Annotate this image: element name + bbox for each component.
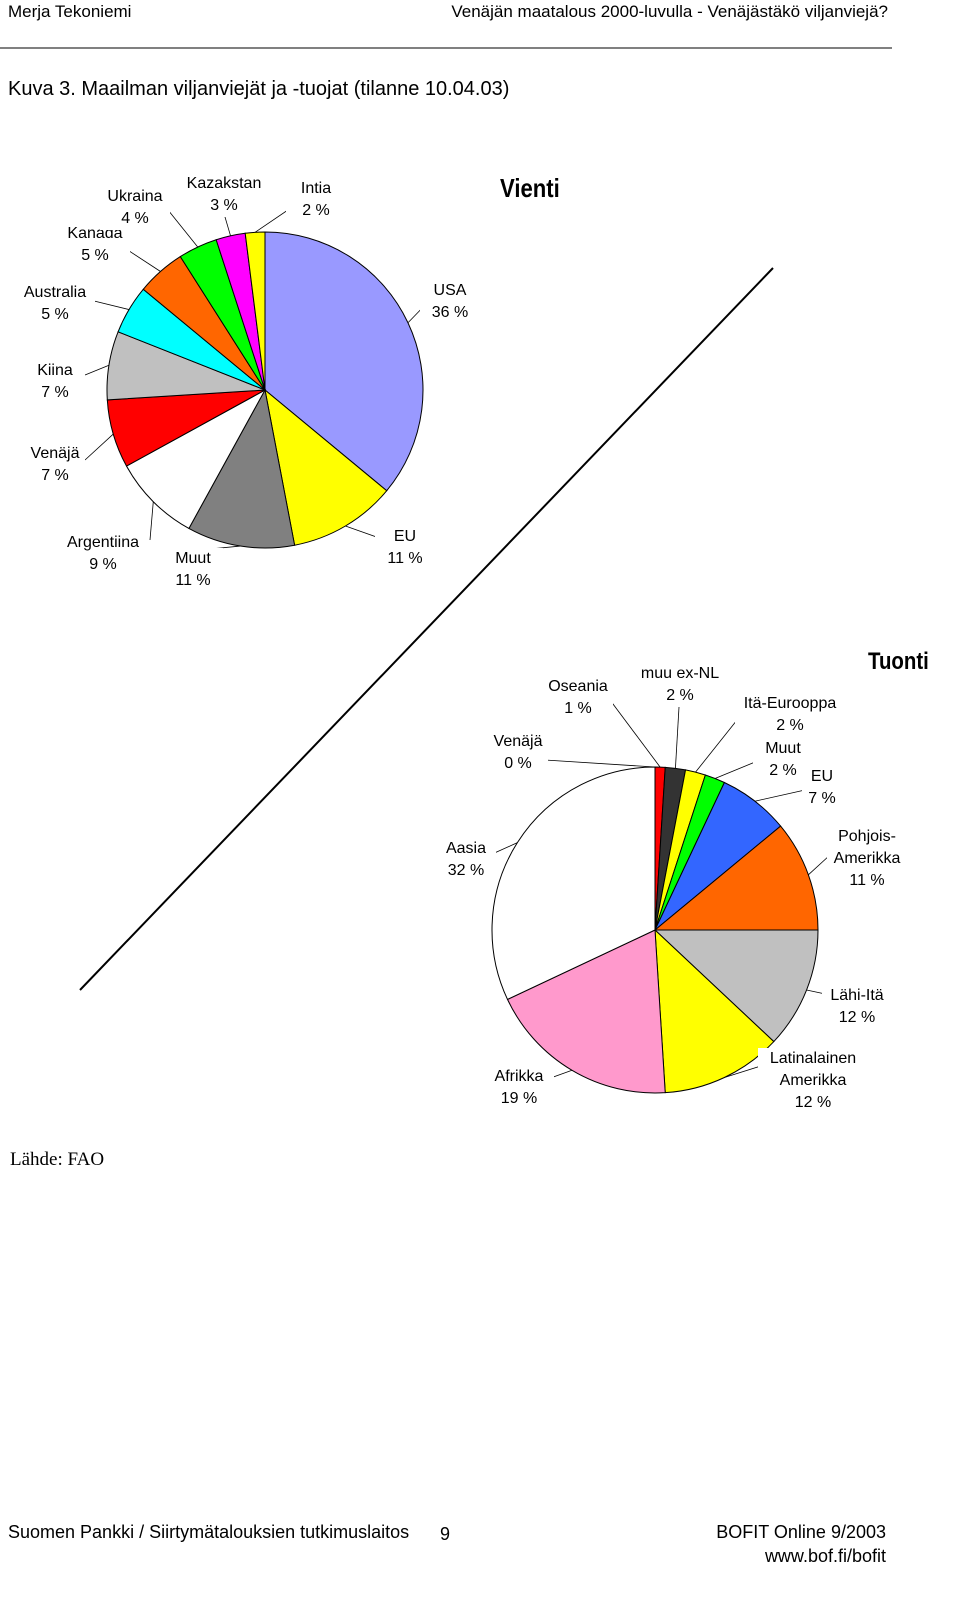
slice-label: Intia 2 %	[286, 178, 346, 222]
slice-value: 0 %	[504, 755, 532, 772]
slice-value: 7 %	[808, 790, 836, 807]
slice-category: Kazakstan	[186, 175, 262, 192]
leader-line	[754, 789, 806, 802]
slice-label: Kazakstan 3 %	[179, 173, 269, 217]
slice-category: Pohjois-Amerikka	[833, 828, 901, 867]
leader-line	[84, 433, 114, 461]
header-title: Venäjän maatalous 2000-luvulla - Venäjäs…	[451, 2, 888, 21]
slice-label: Afrikka 19 %	[484, 1066, 554, 1110]
pie-slice	[188, 388, 296, 549]
slice-label: Oseania 1 %	[543, 676, 613, 720]
slice-value: 12 %	[838, 1009, 876, 1026]
chart-title: Vienti	[500, 173, 560, 203]
pie-slice	[506, 929, 666, 1094]
slice-category: EU	[393, 528, 417, 545]
leader-line	[89, 299, 130, 310]
slice-value: 12 %	[794, 1094, 832, 1111]
slice-category: Argentiina	[66, 534, 140, 551]
footer-left: Suomen Pankki / Siirtymätalouksien tutki…	[8, 1522, 410, 1542]
slice-category: Kiina	[37, 362, 73, 379]
slice-category: muu ex-NL	[640, 665, 720, 682]
slice-value: 11 %	[849, 872, 885, 889]
pie-slice	[653, 929, 819, 1043]
slice-value: 7 %	[41, 384, 69, 401]
leader-line	[84, 364, 110, 376]
pie-slice	[264, 388, 388, 546]
slice-category: Lähi-Itä	[830, 987, 884, 1004]
pie-slice	[244, 231, 266, 391]
slice-value: 11 %	[387, 550, 423, 567]
slice-label: Australia 5 %	[15, 282, 95, 326]
slice-label: Argentiina 9 %	[58, 532, 148, 576]
pie-slice	[653, 825, 819, 931]
chart-title: Tuonti	[868, 648, 929, 675]
slice-label: USA 36 %	[420, 280, 480, 324]
slice-label: Venäjä 0 %	[488, 731, 548, 775]
footer-page: 9	[440, 1524, 451, 1544]
slice-category: Muut	[765, 740, 801, 757]
slice-category: Venäjä	[30, 445, 80, 462]
slice-value: 19 %	[500, 1090, 538, 1107]
slice-label: Lähi-Itä 12 %	[822, 985, 892, 1029]
caption: Kuva 3. Maailman viljanviejät ja -tuojat…	[8, 78, 510, 100]
header-author: Merja Tekoniemi	[8, 2, 132, 21]
slice-category: Itä-Eurooppa	[743, 695, 837, 712]
slice-value: 9 %	[89, 556, 117, 573]
slice-label: Latinalainen Amerikka 12 %	[758, 1048, 868, 1114]
slice-category: Ukraina	[107, 188, 163, 205]
slice-value: 3 %	[210, 197, 238, 214]
slice-value: 5 %	[41, 306, 69, 323]
slice-label: Ukraina 4 %	[100, 186, 170, 230]
slice-label: EU 11 %	[375, 526, 435, 570]
slice-value: 1 %	[564, 700, 592, 717]
slice-value: 11 %	[175, 572, 211, 589]
slice-value: 2 %	[302, 202, 330, 219]
slice-label: Itä-Eurooppa 2 %	[735, 693, 845, 737]
slice-category: Australia	[23, 284, 87, 301]
slice-value: 5 %	[81, 247, 109, 264]
slice-category: Latinalainen Amerikka	[769, 1050, 857, 1089]
leader-line	[609, 699, 661, 768]
leader-line	[544, 759, 656, 768]
pie-slice	[264, 231, 424, 492]
slice-value: 36 %	[431, 304, 469, 321]
pie-slice	[491, 766, 656, 1001]
leader-line	[149, 501, 154, 541]
slice-value: 4 %	[121, 210, 149, 227]
slice-label: Aasia 32 %	[436, 838, 496, 882]
slice-category: Aasia	[445, 840, 487, 857]
slice-category: Muut	[175, 550, 211, 567]
slice-category: Venäjä	[493, 733, 543, 750]
slice-category: Intia	[300, 180, 332, 197]
divider-line	[79, 267, 774, 991]
slice-value: 32 %	[447, 862, 485, 879]
slice-value: 2 %	[776, 717, 804, 734]
leader-line	[714, 759, 761, 779]
footer-right: BOFIT Online 9/2003	[716, 1522, 886, 1542]
slice-label: EU 7 %	[802, 766, 842, 810]
slice-label: Pohjois-Amerikka 11 %	[827, 826, 907, 892]
slice-label: Muut 11 %	[163, 548, 223, 592]
leader-line	[808, 854, 831, 876]
slice-category: Afrikka	[494, 1068, 544, 1085]
slice-value: 2 %	[666, 687, 694, 704]
slice-label: Kiina 7 %	[25, 360, 85, 404]
slice-value: 2 %	[769, 762, 797, 779]
slice-label: muu ex-NL 2 %	[635, 663, 725, 707]
slice-value: 7 %	[41, 467, 69, 484]
footer-url: www.bof.fi/bofit	[764, 1546, 886, 1566]
slice-category: Oseania	[548, 678, 608, 695]
slice-category: USA	[433, 282, 467, 299]
pie-slice	[125, 388, 267, 530]
source: Lähde: FAO	[10, 1149, 105, 1170]
slice-label: Venäjä 7 %	[25, 443, 85, 487]
slice-category: EU	[810, 768, 834, 785]
